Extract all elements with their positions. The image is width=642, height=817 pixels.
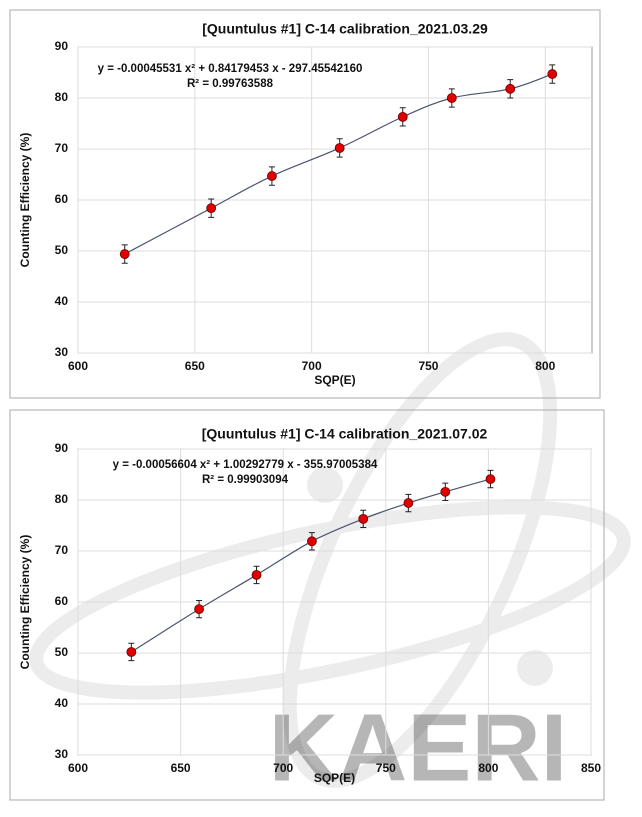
watermark-graphic	[29, 332, 631, 788]
chart-frame	[9, 409, 605, 801]
y-tick-label: 80	[55, 492, 69, 506]
data-point	[334, 143, 345, 153]
y-tick-label: 50	[55, 243, 69, 257]
x-tick-label: 750	[376, 761, 396, 775]
x-tick-label: 650	[185, 359, 205, 373]
y-tick-label: 50	[55, 645, 69, 659]
y-tick-label: 80	[55, 90, 69, 104]
x-tick-label: 600	[68, 359, 88, 373]
y-tick-label: 90	[55, 39, 69, 53]
y-axis-label: Counting Efficiency (%)	[18, 133, 32, 268]
watermark: KAERI	[269, 694, 568, 801]
x-tick-label: 650	[171, 761, 191, 775]
chart-title: [Quuntulus #1] C-14 calibration_2021.03.…	[202, 21, 488, 37]
x-axis-label: SQP(E)	[314, 373, 355, 387]
y-tick-label: 70	[55, 141, 69, 155]
y-tick-label: 30	[55, 345, 69, 359]
y-tick-label: 60	[55, 192, 69, 206]
trend-line	[124, 73, 553, 255]
x-tick-label: 700	[302, 359, 322, 373]
data-point	[307, 536, 317, 547]
fit-equation: y = -0.00045531 x² + 0.84179453 x - 297.…	[98, 63, 363, 75]
data-point	[358, 513, 369, 524]
y-tick-label: 60	[55, 594, 69, 608]
chart-frame	[9, 9, 601, 399]
r-squared: R² = 0.99763588	[187, 78, 274, 90]
data-point	[126, 647, 137, 657]
x-tick-label: 600	[68, 761, 88, 775]
x-tick-label: 750	[418, 359, 438, 373]
x-tick-label: 850	[581, 761, 601, 775]
data-point	[251, 570, 262, 580]
fit-equation: y = -0.00056604 x² + 1.00292779 x - 355.…	[113, 459, 378, 471]
data-point	[397, 111, 408, 122]
r-squared: R² = 0.99903094	[202, 474, 289, 486]
data-point	[267, 171, 277, 181]
y-tick-label: 90	[55, 441, 69, 455]
y-tick-label: 70	[55, 543, 69, 557]
data-point	[403, 498, 414, 508]
x-tick-label: 800	[478, 761, 498, 775]
data-point	[547, 69, 558, 79]
y-tick-label: 30	[55, 747, 69, 761]
chart-title: [Quuntulus #1] C-14 calibration_2021.07.…	[202, 426, 488, 442]
data-point	[440, 486, 451, 497]
x-tick-label: 800	[535, 359, 555, 373]
data-point	[505, 83, 516, 94]
y-tick-label: 40	[55, 294, 69, 308]
x-tick-label: 700	[273, 761, 293, 775]
data-point	[206, 203, 217, 214]
data-point	[446, 93, 457, 103]
data-point	[194, 604, 204, 615]
x-axis-label: SQP(E)	[314, 771, 355, 785]
data-point	[119, 249, 130, 259]
data-point	[485, 474, 496, 484]
y-axis-label: Counting Efficiency (%)	[18, 535, 32, 670]
y-tick-label: 40	[55, 696, 69, 710]
